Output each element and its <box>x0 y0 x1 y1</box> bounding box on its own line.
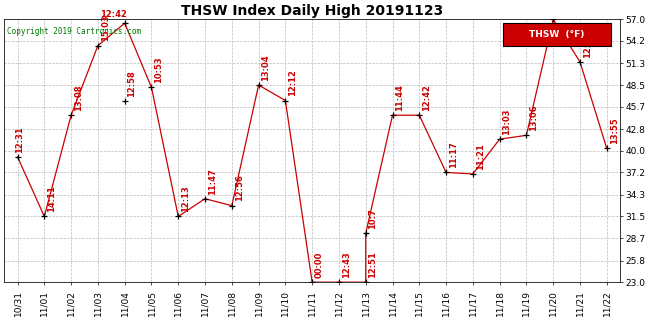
Text: 12:31: 12:31 <box>15 126 24 153</box>
Text: 14:11: 14:11 <box>47 185 56 212</box>
Text: 13:04: 13:04 <box>261 54 270 81</box>
FancyBboxPatch shape <box>503 23 611 46</box>
Text: 10:53: 10:53 <box>154 57 163 83</box>
Text: 10:7: 10:7 <box>369 209 378 229</box>
Text: 12:51: 12:51 <box>583 31 592 58</box>
Text: 12:42: 12:42 <box>422 84 431 111</box>
Text: 12:13: 12:13 <box>181 186 190 212</box>
Text: 12:58: 12:58 <box>127 70 136 97</box>
Text: 12:51: 12:51 <box>369 251 378 278</box>
Text: Copyright 2019 Cartronics.com: Copyright 2019 Cartronics.com <box>7 27 141 36</box>
Title: THSW Index Daily High 20191123: THSW Index Daily High 20191123 <box>181 4 443 18</box>
Text: THSW  (°F): THSW (°F) <box>529 30 585 39</box>
Text: 12:43: 12:43 <box>342 251 351 278</box>
Text: 15:03: 15:03 <box>101 15 110 42</box>
Text: 13:08: 13:08 <box>74 84 83 111</box>
Text: 11:17: 11:17 <box>449 141 458 168</box>
Text: 00:00: 00:00 <box>315 252 324 278</box>
Text: 12:56: 12:56 <box>235 175 244 202</box>
Text: 11:44: 11:44 <box>395 84 404 111</box>
Text: 12:12: 12:12 <box>288 69 297 96</box>
Text: 11:21: 11:21 <box>476 143 485 170</box>
Text: 13:55: 13:55 <box>610 117 619 144</box>
Text: 12:42: 12:42 <box>99 10 127 19</box>
Text: 13:06: 13:06 <box>529 105 538 131</box>
Text: 13:03: 13:03 <box>502 108 512 135</box>
Text: 11:47: 11:47 <box>208 168 217 195</box>
